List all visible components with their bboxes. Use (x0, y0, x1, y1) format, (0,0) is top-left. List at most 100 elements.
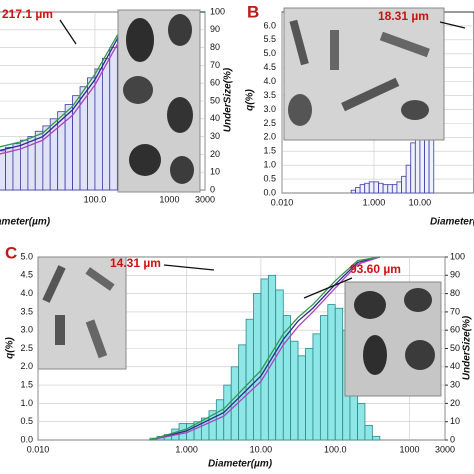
bar (102, 57, 111, 191)
bar (334, 307, 344, 441)
y2-tick-label: 70 (210, 60, 220, 70)
annotation: 93.60 µm (350, 262, 401, 276)
y-tick-label: 2.0 (20, 361, 33, 371)
y-tick-label: 4.0 (263, 76, 276, 86)
y-tick-label: 0.0 (263, 187, 276, 197)
x-tick-label: 10.00 (250, 444, 273, 454)
bar (79, 86, 88, 191)
bar (253, 293, 262, 441)
y-tick-label: 6.0 (263, 20, 276, 30)
y2-tick-label: 20 (210, 149, 220, 159)
particle (330, 30, 339, 70)
y-axis-label: q(%) (5, 337, 16, 359)
bar (57, 111, 66, 191)
bar (410, 142, 416, 194)
y-tick-label: 4.5 (263, 62, 276, 72)
bar (215, 399, 225, 441)
y2-tick-label: 10 (210, 167, 220, 177)
bar (405, 164, 412, 194)
y-tick-label: 2.5 (263, 118, 276, 128)
bar (396, 181, 402, 194)
panel-label: C (5, 243, 17, 262)
particle (341, 77, 400, 112)
y2-tick-label: 50 (450, 343, 460, 353)
y2-tick-label: 30 (210, 131, 220, 141)
bar (5, 146, 14, 191)
y-tick-label: 2.5 (20, 343, 33, 353)
bar (319, 315, 329, 441)
y2-tick-label: 40 (450, 361, 460, 371)
particle (170, 156, 194, 184)
x-tick-label: 1000 (400, 444, 420, 454)
annotation: 18.31 µm (378, 9, 429, 23)
bar (378, 182, 384, 194)
y2-tick-label: 60 (450, 325, 460, 335)
x-tick-label: 0.010 (271, 197, 294, 207)
bar (359, 184, 366, 194)
y-tick-label: 4.0 (20, 288, 33, 298)
particle (168, 14, 192, 46)
y2-axis-label: UnderSize(%) (223, 67, 234, 132)
particle (85, 319, 108, 359)
particle (55, 315, 65, 345)
bar (109, 47, 118, 191)
particle (167, 97, 193, 133)
bar (290, 340, 299, 441)
y-tick-label: 5.5 (263, 34, 276, 44)
bar (373, 181, 379, 194)
annotation: 217.1 µm (2, 7, 53, 21)
x-tick-label: 1000 (159, 194, 179, 204)
bar (275, 289, 284, 441)
y2-tick-label: 50 (210, 95, 220, 105)
particle (379, 31, 430, 58)
bar (0, 150, 6, 191)
y-tick-label: 4.5 (20, 270, 33, 280)
y2-tick-label: 40 (210, 113, 220, 123)
bar (327, 304, 336, 441)
bar (94, 68, 103, 191)
y2-tick-label: 30 (450, 379, 460, 389)
bar (382, 184, 389, 194)
arrow (59, 19, 77, 45)
particle (85, 267, 115, 291)
x-tick-label: 1.000 (175, 444, 198, 454)
bar (357, 402, 366, 441)
cumulative-line (149, 256, 380, 441)
particle (363, 335, 387, 375)
bar (371, 435, 381, 441)
y-tick-label: 3.5 (20, 306, 33, 316)
bar (401, 175, 407, 194)
y2-tick-label: 10 (450, 416, 460, 426)
bar (368, 181, 375, 194)
y-tick-label: 3.0 (20, 325, 33, 335)
y-axis-label: q(%) (245, 89, 256, 111)
arrow (439, 21, 466, 29)
y-tick-label: 1.5 (20, 379, 33, 389)
y-tick-label: 0.5 (263, 173, 276, 183)
y-tick-label: 3.5 (263, 90, 276, 100)
x-tick-label: 3000 (435, 444, 455, 454)
y2-tick-label: 90 (210, 24, 220, 34)
y2-tick-label: 0 (210, 184, 215, 194)
particle (405, 340, 435, 370)
y-tick-label: 1.5 (263, 146, 276, 156)
arrow (163, 264, 215, 271)
particle (404, 288, 432, 312)
x-axis-label: Diameter(µm) (0, 217, 51, 228)
y2-tick-label: 100 (450, 251, 465, 261)
panel-label: B (247, 2, 259, 21)
annotations (59, 19, 466, 299)
y-tick-label: 0.0 (20, 434, 33, 444)
bar (64, 104, 73, 191)
particle (354, 291, 386, 319)
bar (350, 189, 357, 194)
particle (123, 76, 153, 104)
y-tick-label: 5.0 (20, 251, 33, 261)
y2-tick-label: 60 (210, 78, 220, 88)
y2-tick-label: 70 (450, 306, 460, 316)
arrow (303, 277, 353, 299)
bar (364, 182, 370, 194)
particle (401, 100, 429, 120)
y2-tick-label: 20 (450, 398, 460, 408)
